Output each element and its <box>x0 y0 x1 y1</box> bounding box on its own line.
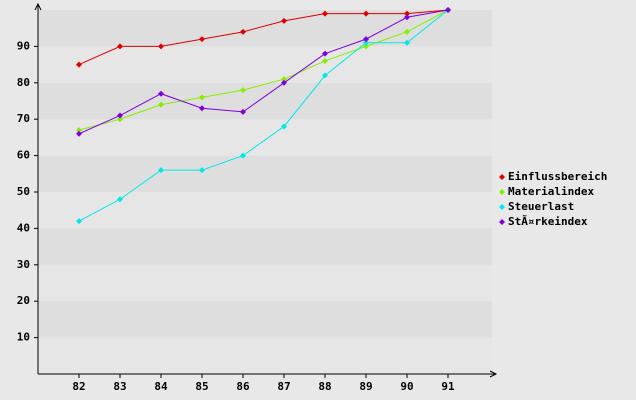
data-point <box>158 90 164 97</box>
data-point <box>363 43 369 50</box>
data-point <box>76 127 82 134</box>
legend-marker <box>499 189 505 195</box>
data-point <box>199 36 205 43</box>
data-point <box>281 17 287 24</box>
legend-marker <box>499 204 505 210</box>
data-point <box>117 116 123 123</box>
data-point <box>199 105 205 112</box>
data-point <box>363 39 369 46</box>
data-point <box>117 43 123 50</box>
x-tick-label: 85 <box>195 380 208 393</box>
data-point <box>363 36 369 43</box>
grid-band <box>38 82 492 120</box>
data-point <box>322 57 328 64</box>
y-axis-arrow <box>34 2 42 11</box>
data-point <box>281 123 287 130</box>
data-point <box>322 50 328 57</box>
data-point <box>240 152 246 159</box>
grid-band <box>38 155 492 192</box>
x-tick-label: 91 <box>441 380 455 393</box>
y-tick-label: 30 <box>17 258 30 271</box>
series-line <box>78 9 449 131</box>
data-point <box>240 87 246 94</box>
series-line <box>78 9 449 66</box>
legend-marker <box>499 219 505 225</box>
legend-label: StÃ¤rkeindex <box>508 215 588 228</box>
data-point <box>281 79 287 86</box>
data-point <box>199 167 205 174</box>
data-point <box>158 43 164 50</box>
data-point <box>363 10 369 17</box>
y-tick-label: 10 <box>17 331 30 344</box>
data-point <box>199 94 205 101</box>
y-tick-label: 80 <box>17 76 30 89</box>
x-tick-label: 82 <box>72 380 85 393</box>
x-tick-label: 83 <box>113 380 126 393</box>
legend-label: Einflussbereich <box>508 170 607 183</box>
data-point <box>404 14 410 21</box>
x-tick-label: 89 <box>359 380 372 393</box>
x-tick-label: 84 <box>154 380 168 393</box>
data-point <box>445 7 451 13</box>
x-tick-label: 88 <box>318 380 331 393</box>
legend-marker <box>499 174 505 180</box>
grid-band <box>38 46 492 83</box>
grid-band <box>38 192 492 229</box>
data-point <box>76 61 82 68</box>
data-point <box>322 10 328 17</box>
data-point <box>117 196 123 203</box>
y-tick-label: 60 <box>17 149 30 162</box>
data-point <box>240 108 246 115</box>
y-tick-label: 20 <box>17 294 30 307</box>
data-point <box>404 10 410 17</box>
y-tick-label: 70 <box>17 112 30 125</box>
y-tick-label: 50 <box>17 185 30 198</box>
grid-band <box>38 264 492 302</box>
series-line <box>78 9 449 222</box>
y-tick-label: 90 <box>17 39 30 52</box>
data-point <box>281 76 287 83</box>
x-tick-label: 87 <box>277 380 290 393</box>
data-point <box>117 112 123 119</box>
grid-band <box>38 119 492 156</box>
x-tick-label: 90 <box>400 380 413 393</box>
data-point <box>76 130 82 137</box>
data-point <box>404 39 410 46</box>
data-point <box>158 101 164 108</box>
grid-band <box>38 301 492 338</box>
data-point <box>76 218 82 225</box>
y-tick-label: 40 <box>17 221 30 234</box>
grid-band <box>38 337 492 374</box>
legend-label: Materialindex <box>508 185 594 198</box>
x-axis-arrow <box>489 370 498 378</box>
series-line <box>78 9 449 135</box>
data-point <box>158 167 164 174</box>
data-point <box>322 72 328 79</box>
grid-band <box>38 228 492 265</box>
legend-label: Steuerlast <box>508 200 574 213</box>
x-tick-label: 86 <box>236 380 250 393</box>
data-point <box>404 28 410 35</box>
grid-band <box>38 10 492 47</box>
data-point <box>240 28 246 35</box>
